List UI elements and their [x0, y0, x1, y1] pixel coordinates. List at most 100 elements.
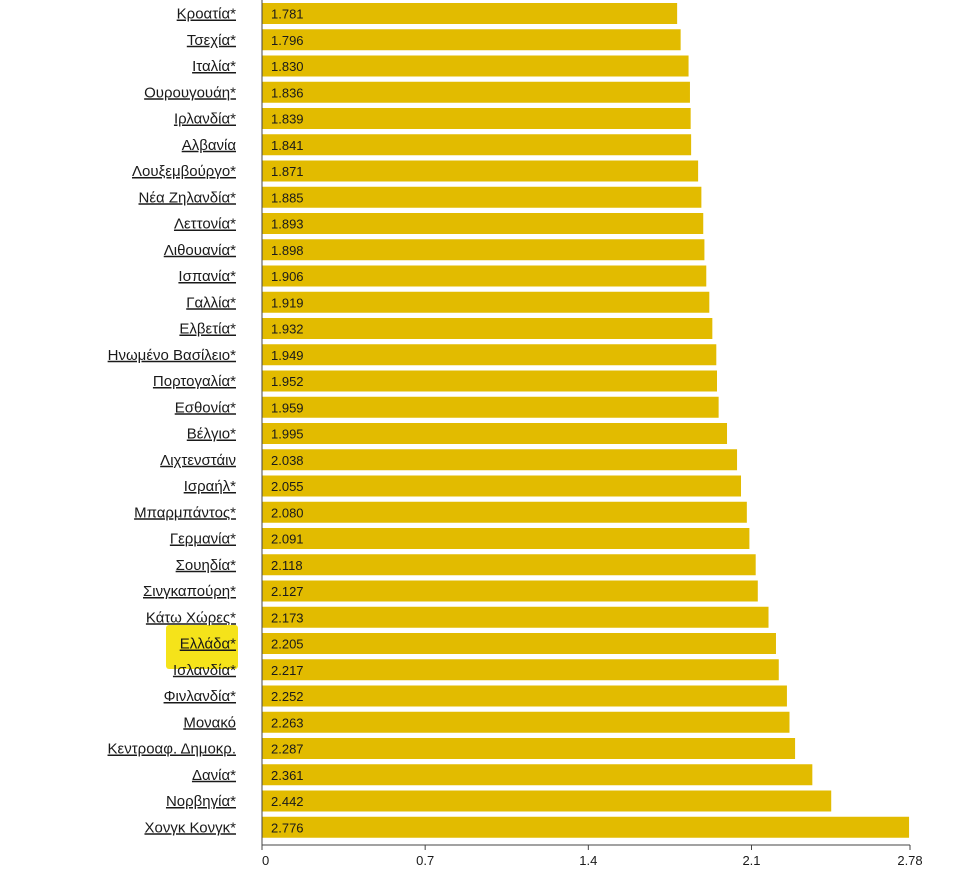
category-label[interactable]: Ισλανδία* — [173, 662, 236, 679]
bar — [262, 291, 710, 313]
bar — [262, 475, 742, 497]
bar — [262, 81, 690, 103]
value-labels-layer: 1.781 1.796 1.830 1.836 1.839 1.841 1.871 1.885… — [271, 7, 304, 836]
data-label: 1.952 — [271, 374, 304, 389]
category-label[interactable]: Λεττονία* — [174, 216, 236, 233]
category-label[interactable]: Νέα Ζηλανδία* — [139, 189, 237, 206]
bar — [262, 790, 832, 812]
category-label[interactable]: Γαλλία* — [186, 294, 236, 311]
category-label[interactable]: Ελλάδα* — [180, 636, 236, 653]
bar — [262, 370, 717, 392]
category-label[interactable]: Κροατία* — [177, 6, 236, 23]
data-label: 2.091 — [271, 532, 304, 547]
category-label[interactable]: Ιταλία* — [192, 58, 236, 75]
axes-layer — [261, 0, 910, 846]
x-tick-label: 1.4 — [579, 853, 597, 868]
bar — [262, 239, 705, 261]
data-label: 1.932 — [271, 322, 304, 337]
bar — [262, 633, 776, 654]
category-label[interactable]: Σουηδία* — [176, 557, 237, 574]
data-label: 2.776 — [271, 820, 304, 835]
x-tick-label: 2.1 — [742, 853, 760, 868]
bar — [262, 580, 758, 602]
data-label: 2.217 — [271, 663, 304, 678]
data-label: 2.173 — [271, 610, 304, 625]
bar — [262, 318, 713, 339]
x-tick-label: 2.78 — [897, 853, 922, 868]
bar — [262, 265, 707, 287]
x-tick-label: 0.7 — [416, 853, 434, 868]
x-tick-label: 0 — [262, 853, 269, 868]
category-label[interactable]: Γερμανία* — [170, 531, 236, 548]
data-label: 1.836 — [271, 85, 304, 100]
bar — [262, 423, 728, 444]
category-label[interactable]: Ελβετία* — [179, 321, 236, 338]
bar — [262, 738, 796, 759]
bar — [262, 606, 769, 628]
category-label[interactable]: Νορβηγία* — [166, 793, 236, 810]
data-label: 1.839 — [271, 112, 304, 127]
category-label[interactable]: Πορτογαλία* — [153, 373, 236, 390]
category-label[interactable]: Ιρλανδία* — [174, 111, 236, 128]
category-label[interactable]: Μπαρμπάντος* — [134, 504, 236, 521]
data-label: 1.796 — [271, 33, 304, 48]
category-label[interactable]: Αλβανία — [182, 137, 237, 154]
category-label[interactable]: Λουξεμβούργο* — [132, 163, 236, 180]
category-label[interactable]: Κάτω Χώρες* — [146, 609, 236, 626]
data-label: 2.038 — [271, 453, 304, 468]
category-label[interactable]: Βέλγιο* — [187, 426, 236, 443]
category-label[interactable]: Φινλανδία* — [164, 688, 237, 705]
category-label[interactable]: Τσεχία* — [187, 32, 236, 49]
data-label: 2.118 — [271, 558, 303, 573]
category-label[interactable]: Ισραήλ* — [184, 478, 236, 495]
category-labels-layer: Κροατία* Τσεχία* Ιταλία* Ουρουγουάη* Ιρλανδί… — [108, 6, 237, 837]
bar — [262, 711, 790, 733]
bar — [262, 29, 681, 51]
category-label[interactable]: Εσθονία* — [175, 399, 236, 416]
highlight-marker — [166, 625, 238, 669]
bar — [262, 3, 678, 24]
category-label[interactable]: Ισπανία* — [178, 268, 236, 285]
data-label: 1.781 — [271, 7, 304, 22]
data-label: 2.055 — [271, 479, 304, 494]
data-label: 2.287 — [271, 742, 304, 757]
bar — [262, 134, 692, 156]
category-label[interactable]: Κεντροαφ. Δημοκρ. — [108, 741, 236, 758]
bar — [262, 396, 719, 418]
bar — [262, 213, 704, 234]
data-label: 2.127 — [271, 584, 304, 599]
data-label: 1.893 — [271, 217, 304, 232]
data-label: 2.263 — [271, 715, 304, 730]
ticks-layer: 0 0.7 1.4 2.1 2.78 — [261, 845, 923, 868]
data-label: 2.252 — [271, 689, 304, 704]
category-label[interactable]: Δανία* — [192, 767, 236, 784]
category-label[interactable]: Σινγκαπούρη* — [143, 583, 236, 600]
data-label: 1.898 — [271, 243, 304, 258]
bar — [262, 160, 699, 182]
bar — [262, 816, 910, 838]
bar — [262, 528, 750, 549]
category-label[interactable]: Λιθουανία* — [164, 242, 236, 259]
data-label: 1.906 — [271, 269, 304, 284]
data-label: 1.830 — [271, 59, 304, 74]
bar — [262, 449, 738, 471]
data-label: 2.442 — [271, 794, 304, 809]
highlight-layer — [166, 625, 238, 669]
bar — [262, 344, 717, 366]
bars-layer — [262, 3, 910, 838]
bar — [262, 108, 691, 129]
data-label: 2.205 — [271, 637, 304, 652]
category-label[interactable]: Ουρουγουάη* — [144, 84, 236, 101]
category-label[interactable]: Χονγκ Κονγκ* — [144, 819, 236, 836]
category-label[interactable]: Ηνωμένο Βασίλειο* — [108, 347, 237, 364]
data-label: 2.080 — [271, 505, 304, 520]
category-label[interactable]: Μονακό — [183, 714, 236, 731]
bar — [262, 186, 702, 208]
data-label: 1.959 — [271, 400, 304, 415]
bar — [262, 501, 747, 523]
category-label[interactable]: Λιχτενστάιν — [160, 452, 236, 469]
data-label: 1.871 — [271, 164, 304, 179]
data-label: 1.919 — [271, 295, 304, 310]
bar — [262, 554, 756, 576]
